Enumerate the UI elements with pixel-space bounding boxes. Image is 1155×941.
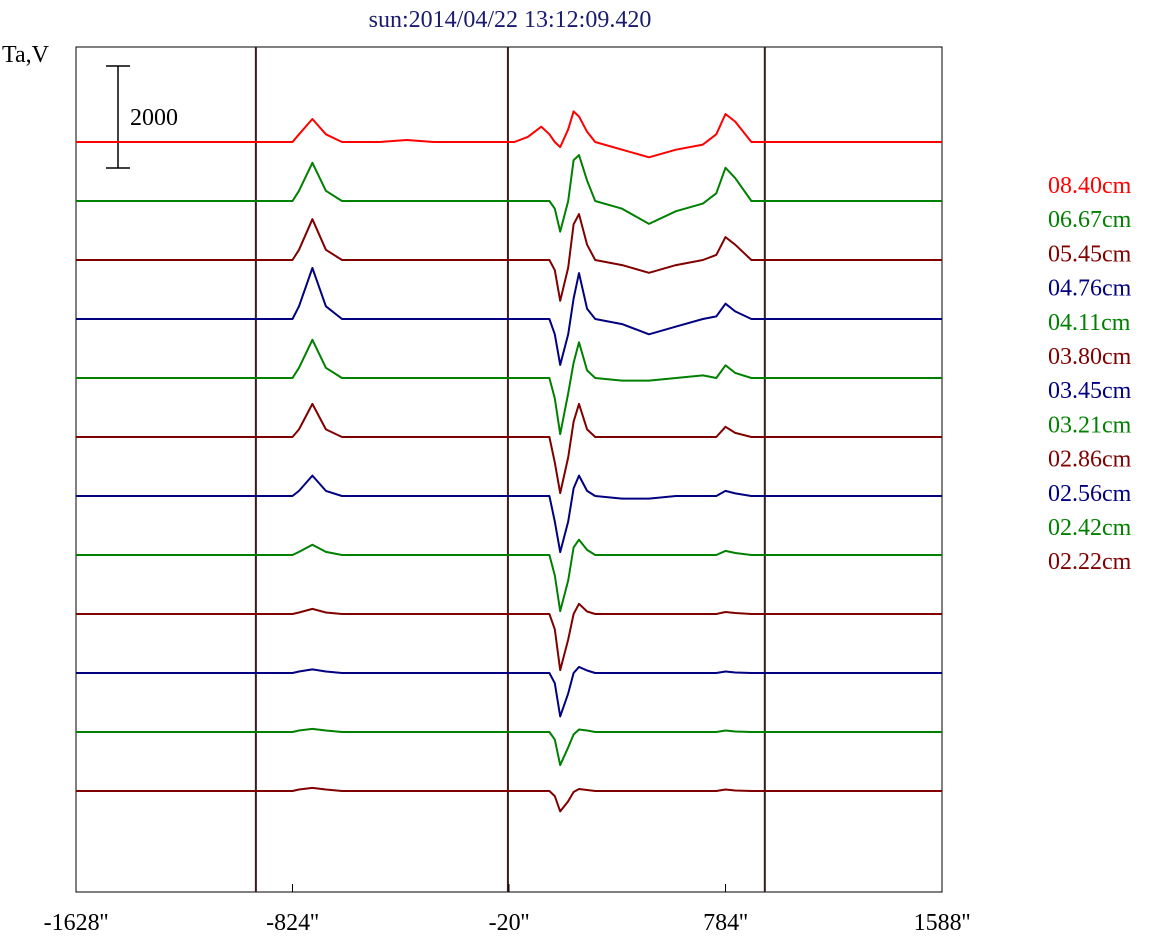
series-line-05.45cm (76, 213, 942, 302)
legend-item-02.86cm: 02.86cm (1048, 447, 1132, 473)
legend-item-03.80cm: 03.80cm (1048, 344, 1132, 370)
legend-item-05.45cm: 05.45cm (1048, 241, 1132, 267)
vertical-markers (254, 47, 766, 892)
series-line-04.76cm (76, 267, 942, 366)
legend-item-04.11cm: 04.11cm (1048, 310, 1131, 336)
plot-frame (75, 46, 943, 893)
series-line-02.22cm (76, 786, 942, 813)
x-tick-label-4: 1588'' (914, 910, 971, 936)
chart-title: sun:2014/04/22 13:12:09.420 (369, 7, 652, 33)
x-tick-label-2: -20'' (489, 910, 530, 936)
legend: 08.40cm 06.67cm 05.45cm 04.76cm 04.11cm 03.80… (1048, 173, 1132, 575)
legend-item-06.67cm: 06.67cm (1048, 207, 1132, 233)
series-line-02.56cm (76, 665, 942, 718)
series-line-02.86cm (76, 602, 942, 672)
series-layer (76, 110, 942, 813)
series-line-04.11cm (76, 338, 942, 436)
series-line-03.80cm (76, 402, 942, 495)
series-line-08.40cm (76, 110, 942, 159)
legend-item-08.40cm: 08.40cm (1048, 173, 1132, 199)
x-tick-label-0: -1628'' (44, 910, 109, 936)
series-line-03.21cm (76, 538, 942, 613)
legend-item-04.76cm: 04.76cm (1048, 276, 1132, 302)
legend-item-02.42cm: 02.42cm (1048, 515, 1132, 541)
x-tick-label-1: -824'' (266, 910, 319, 936)
scale-bar: 2000 (106, 65, 178, 169)
legend-item-03.45cm: 03.45cm (1048, 378, 1132, 404)
series-line-02.42cm (76, 727, 942, 767)
legend-item-03.21cm: 03.21cm (1048, 412, 1132, 438)
x-tick-label-3: 784'' (703, 910, 748, 936)
series-line-03.45cm (76, 474, 942, 554)
y-axis-label: Ta,V (2, 42, 50, 68)
x-axis-ticks: -1628'' -824'' -20'' 784'' 1588'' (44, 884, 971, 936)
scale-bar-label: 2000 (130, 105, 178, 131)
series-line-06.67cm (76, 154, 942, 233)
legend-item-02.56cm: 02.56cm (1048, 481, 1132, 507)
legend-item-02.22cm: 02.22cm (1048, 549, 1132, 575)
